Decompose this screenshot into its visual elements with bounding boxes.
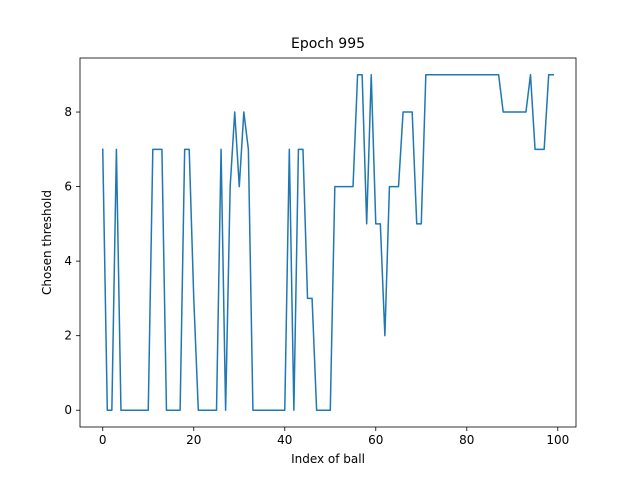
y-axis-label: Chosen threshold <box>40 190 54 295</box>
axes-frame <box>79 57 577 428</box>
y-tick-label: 8 <box>64 105 72 119</box>
y-tick-label: 6 <box>64 180 72 194</box>
y-tick-label: 0 <box>64 403 72 417</box>
series-line <box>101 74 554 411</box>
plot-area: 0 20 40 60 80 100 0 2 4 6 8 <box>64 57 577 447</box>
x-axis-label: Index of ball <box>291 452 365 466</box>
y-tick-label: 2 <box>64 329 72 343</box>
x-tick-label: 80 <box>459 433 474 447</box>
x-tick-label: 100 <box>546 433 569 447</box>
chart-title: Epoch 995 <box>291 36 365 52</box>
x-tick-label: 20 <box>186 433 201 447</box>
x-tick-label: 40 <box>277 433 292 447</box>
y-tick-label: 4 <box>64 254 72 268</box>
x-tick-label: 0 <box>99 433 107 447</box>
x-tick-label: 60 <box>368 433 383 447</box>
